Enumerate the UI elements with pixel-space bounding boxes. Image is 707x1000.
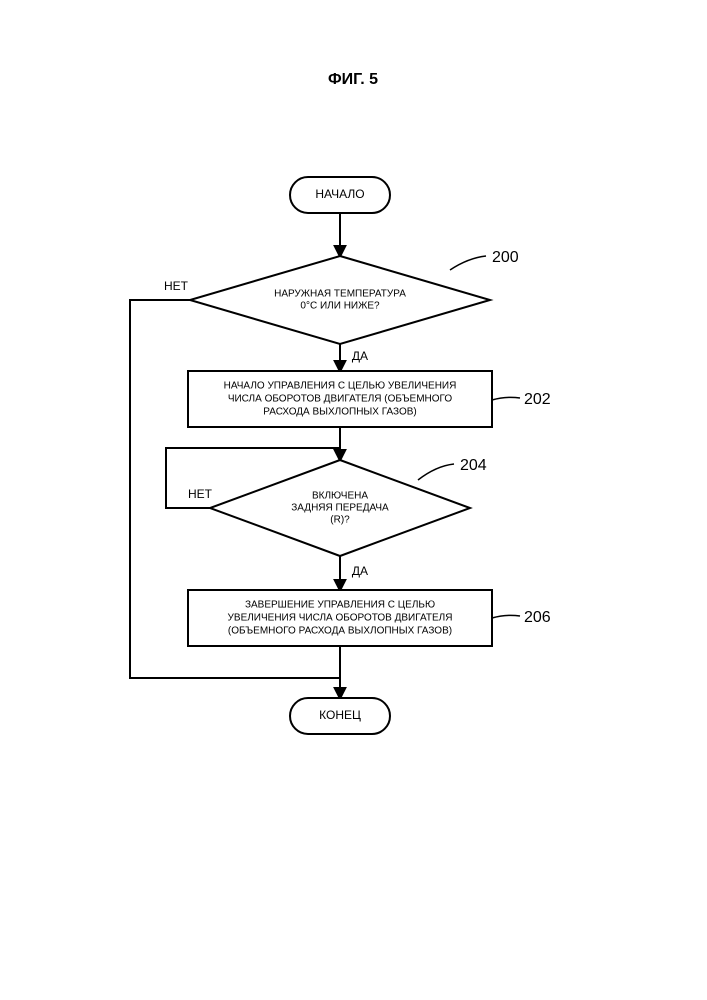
svg-text:КОНЕЦ: КОНЕЦ [319,708,361,722]
svg-text:ВКЛЮЧЕНА: ВКЛЮЧЕНА [312,491,368,502]
edge-label: ДА [352,349,368,363]
process-p206: ЗАВЕРШЕНИЕ УПРАВЛЕНИЯ С ЦЕЛЬЮ УВЕЛИЧЕНИЯ … [188,590,492,646]
terminator-end: КОНЕЦ [290,698,390,734]
svg-text:ЗАВЕРШЕНИЕ УПРАВЛЕНИЯ С ЦЕЛЬЮ: ЗАВЕРШЕНИЕ УПРАВЛЕНИЯ С ЦЕЛЬЮ [245,600,435,611]
terminator-start: НАЧАЛО [290,177,390,213]
edge-label: ДА [352,564,368,578]
svg-text:НАЧАЛО УПРАВЛЕНИЯ С ЦЕЛЬЮ УВЕЛ: НАЧАЛО УПРАВЛЕНИЯ С ЦЕЛЬЮ УВЕЛИЧЕНИЯ [224,381,457,392]
edge-label: НЕТ [188,487,213,501]
ref-leader [450,256,486,270]
ref-leader [418,464,454,480]
svg-text:ЧИСЛА ОБОРОТОВ ДВИГАТЕЛЯ (ОБЪЕ: ЧИСЛА ОБОРОТОВ ДВИГАТЕЛЯ (ОБЪЕМНОГО [228,394,453,405]
svg-text:(ОБЪЕМНОГО РАСХОДА ВЫХЛОПНЫХ Г: (ОБЪЕМНОГО РАСХОДА ВЫХЛОПНЫХ ГАЗОВ) [228,626,452,637]
figure-title: ФИГ. 5 [328,71,378,88]
svg-text:НАЧАЛО: НАЧАЛО [315,187,364,201]
svg-text:ЗАДНЯЯ ПЕРЕДАЧА: ЗАДНЯЯ ПЕРЕДАЧА [291,503,389,514]
ref-number: 206 [524,609,551,626]
svg-text:0°С ИЛИ НИЖЕ?: 0°С ИЛИ НИЖЕ? [300,301,380,312]
svg-text:(R)?: (R)? [330,515,350,526]
edge-label: НЕТ [164,279,189,293]
decision-d204: ВКЛЮЧЕНАЗАДНЯЯ ПЕРЕДАЧА(R)? [210,460,470,556]
svg-text:НАРУЖНАЯ ТЕМПЕРАТУРА: НАРУЖНАЯ ТЕМПЕРАТУРА [274,289,406,300]
decision-d200: НАРУЖНАЯ ТЕМПЕРАТУРА0°С ИЛИ НИЖЕ? [190,256,490,344]
flowchart-canvas: ФИГ. 5 ДА ДА НЕТ НЕТ НАЧАЛО НАРУЖНАЯ ТЕМПЕРА… [0,0,707,1000]
ref-number: 204 [460,457,487,474]
ref-number: 202 [524,391,551,408]
svg-text:РАСХОДА ВЫХЛОПНЫХ ГАЗОВ): РАСХОДА ВЫХЛОПНЫХ ГАЗОВ) [263,407,416,418]
process-p202: НАЧАЛО УПРАВЛЕНИЯ С ЦЕЛЬЮ УВЕЛИЧЕНИЯ ЧИСЛ… [188,371,492,427]
ref-leader [492,397,520,400]
ref-leader [492,615,520,618]
ref-number: 200 [492,249,519,266]
svg-text:УВЕЛИЧЕНИЯ ЧИСЛА ОБОРОТОВ ДВИГ: УВЕЛИЧЕНИЯ ЧИСЛА ОБОРОТОВ ДВИГАТЕЛЯ [228,613,453,624]
